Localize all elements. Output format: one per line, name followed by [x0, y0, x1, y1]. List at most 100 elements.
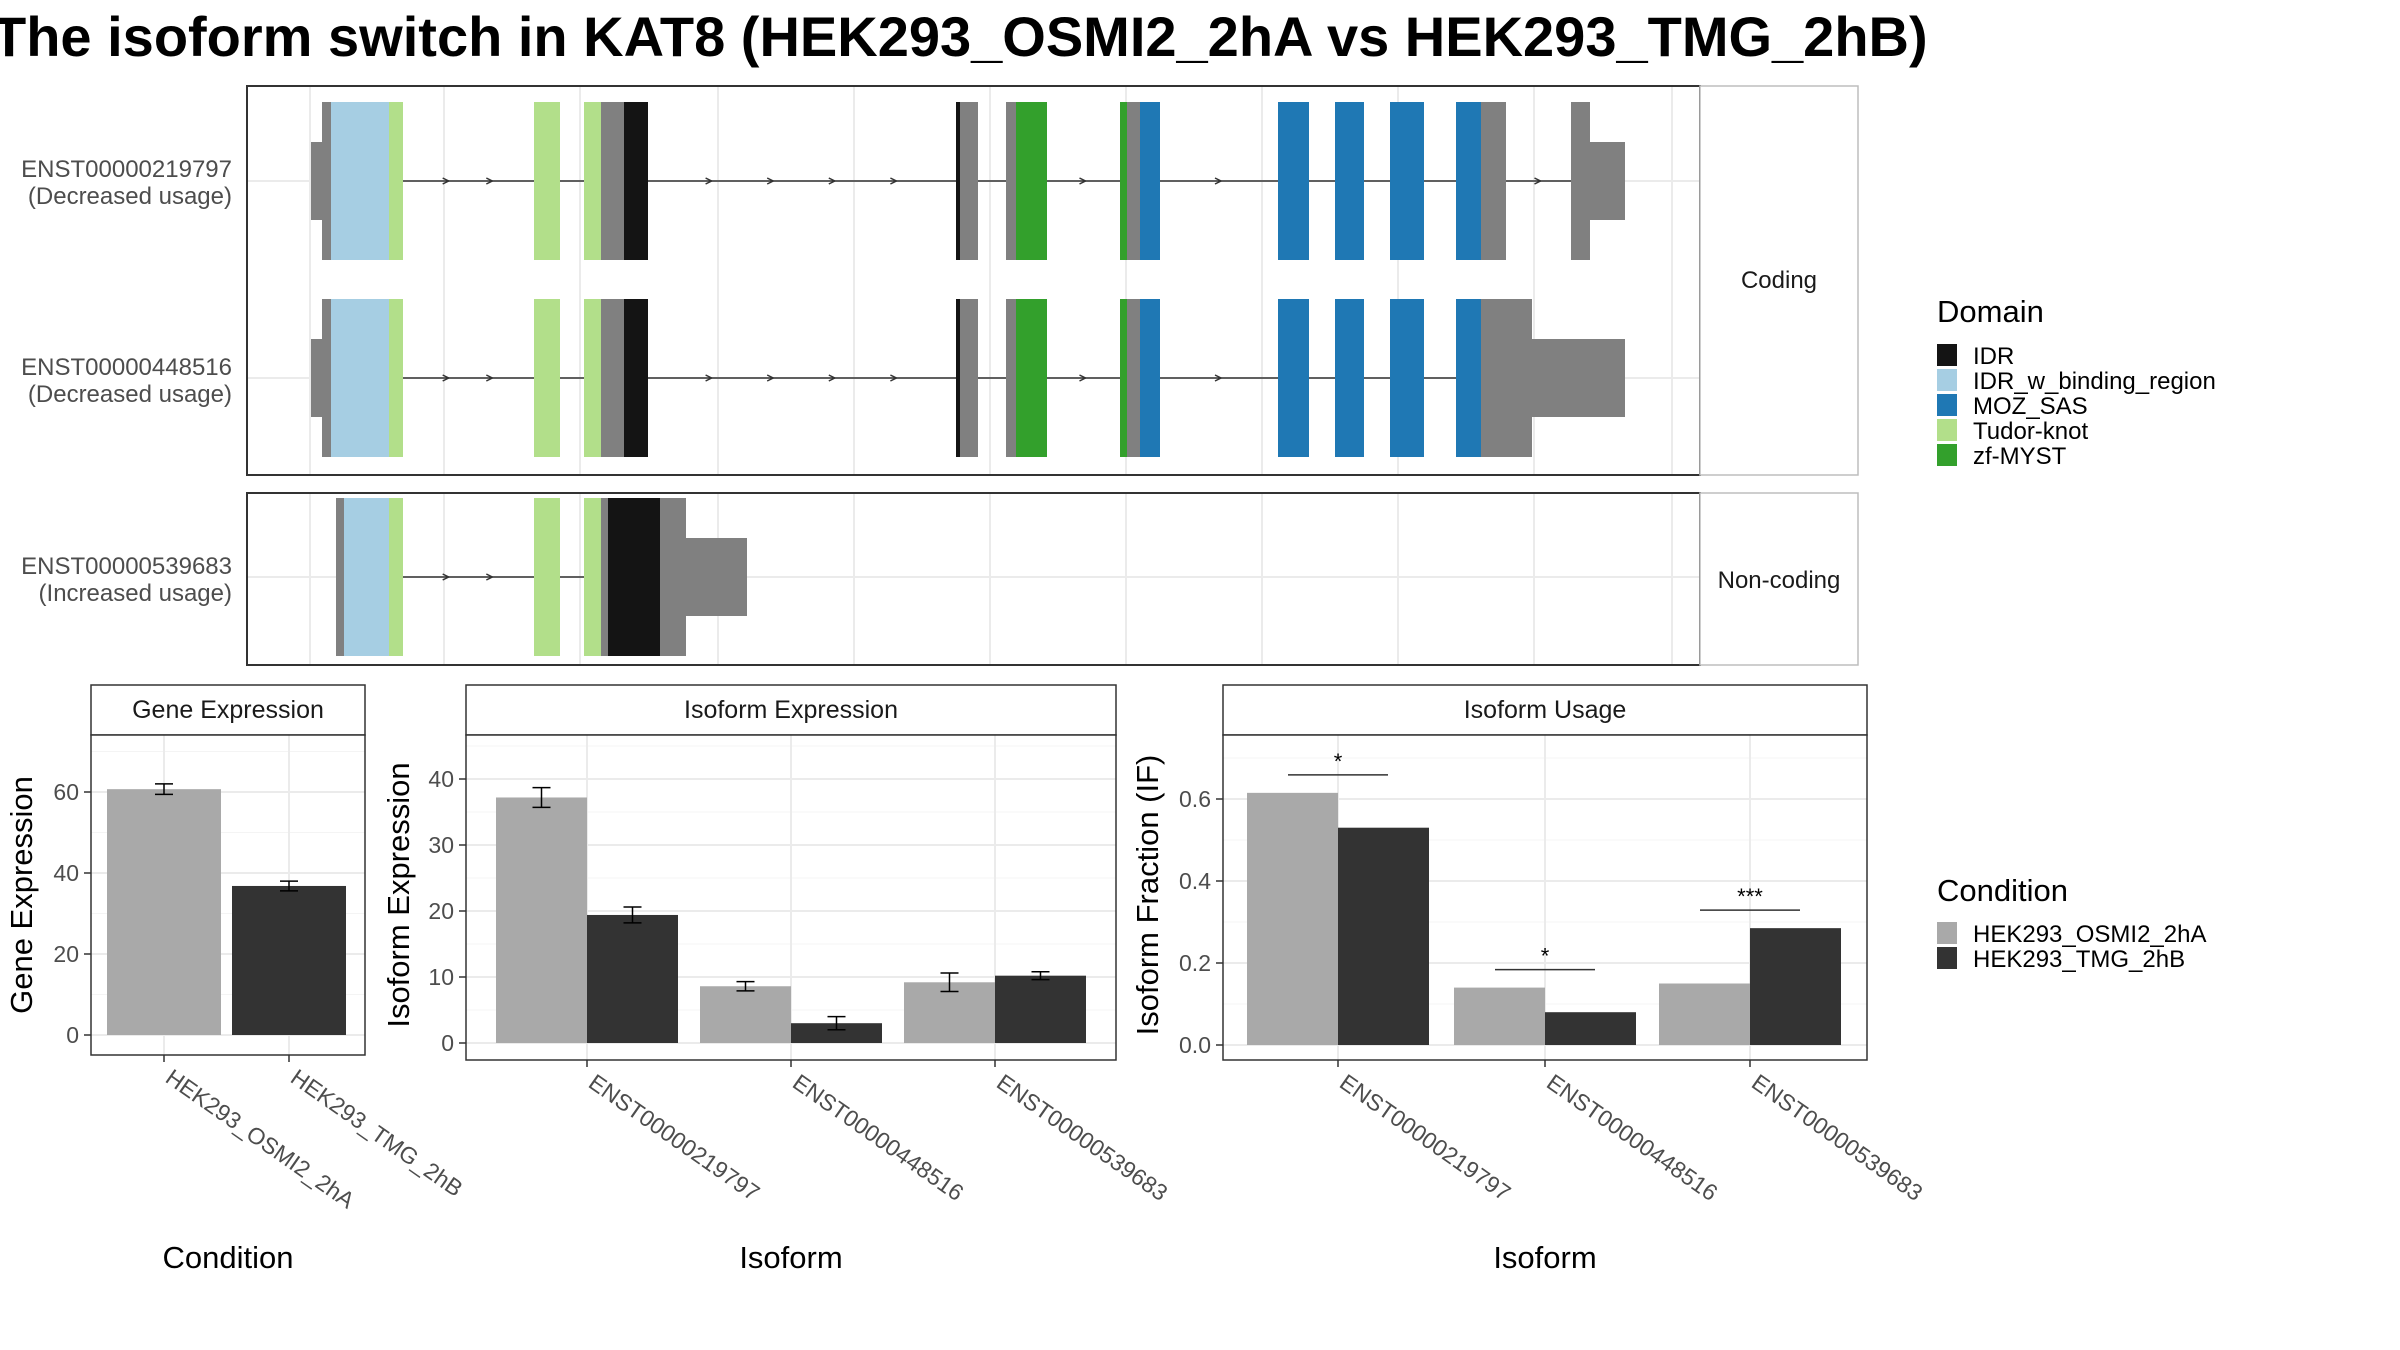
- domain-legend-title: Domain: [1937, 294, 2044, 329]
- bar-enst00000219797-s2: [587, 914, 678, 1043]
- transcript-label-2-usage: (Decreased usage): [28, 381, 232, 408]
- exon-region-t3: [336, 498, 344, 656]
- exon-tudor-knot-t1: [584, 102, 601, 260]
- legend-label-tudor-knot: Tudor-knot: [1973, 418, 2088, 445]
- exon-tudor-knot-t3: [584, 498, 601, 656]
- exon-idr-w-binding-region-t3: [344, 498, 389, 656]
- transcript-structure-panel: Coding Non-coding ENST00000219797 (Decre…: [21, 85, 1859, 666]
- exon-moz-sas-t2: [1278, 299, 1309, 457]
- bar-enst00000219797-s1: [496, 797, 587, 1043]
- exon-region-t2: [1006, 299, 1016, 457]
- exon-region-t1: [311, 142, 322, 220]
- figure-title: The isoform switch in KAT8 (HEK293_OSMI2…: [0, 5, 1928, 68]
- condition-legend: Condition HEK293_OSMI2_2hA HEK293_TMG_2h…: [1937, 873, 2206, 973]
- exon-region-t2: [960, 299, 978, 457]
- legend-label-moz-sas: MOZ_SAS: [1973, 393, 2088, 420]
- intron-arrow: [442, 177, 451, 185]
- exon-idr-w-binding-region-t2: [331, 299, 389, 457]
- x-tick-label: ENST00000219797: [584, 1069, 764, 1206]
- exon-idr-t1: [624, 102, 648, 260]
- bar-enst00000448516-s1: [700, 986, 791, 1043]
- isoform-expression-ylabel: Isoform Expression: [381, 762, 416, 1027]
- intron-arrow: [890, 177, 899, 185]
- intron-arrow: [890, 374, 899, 382]
- exon-moz-sas-t2: [1335, 299, 1364, 457]
- exon-moz-sas-t1: [1390, 102, 1424, 260]
- bar-enst00000448516-s1: [1454, 987, 1545, 1045]
- legend-label-zf-myst: zf-MYST: [1973, 443, 2067, 470]
- isoform-expression-panel: Isoform Expression 0 10 20 30 40 ENST00000219…: [381, 684, 1173, 1275]
- transcript-label-3-id: ENST00000539683: [21, 553, 232, 580]
- intron-arrow: [485, 177, 495, 185]
- legend-key-moz-sas: [1937, 394, 1957, 416]
- exon-moz-sas-t1: [1278, 102, 1309, 260]
- exon-region-t1: [1571, 102, 1590, 260]
- intron-arrow: [705, 177, 714, 185]
- y-tick-label: 60: [53, 779, 79, 805]
- bar-enst00000448516-s2: [791, 1023, 882, 1043]
- bar-hek293_tmg_2hb: [232, 885, 346, 1035]
- exon-region-t2: [322, 299, 331, 457]
- exon-region-t1: [601, 102, 624, 260]
- y-tick-label: 30: [428, 832, 454, 858]
- intron-arrow: [828, 177, 837, 185]
- intron-arrow: [1214, 177, 1223, 185]
- exon-region-t1: [1590, 142, 1625, 220]
- exon-zf-myst-t1: [1016, 102, 1047, 260]
- exon-tudor-knot-t2: [389, 299, 403, 457]
- legend-key-idr: [1937, 344, 1957, 366]
- exon-region-t3: [686, 538, 747, 616]
- y-tick-label: 0: [66, 1022, 79, 1048]
- intron-arrow: [485, 374, 495, 382]
- y-tick-label: 40: [428, 766, 454, 792]
- exon-idr-t2: [956, 299, 960, 457]
- exon-region-t2: [1532, 339, 1625, 417]
- gene-expression-bars: [107, 783, 346, 1035]
- significance-label: ***: [1737, 884, 1763, 909]
- transcript-tracks: [311, 102, 1625, 656]
- isoform-expression-xlabel: Isoform: [739, 1240, 842, 1275]
- isoform-usage-panel: Isoform Usage ***** 0.00.20.40.6ENST0000…: [1130, 684, 1928, 1275]
- intron-arrow: [1534, 177, 1543, 185]
- noncoding-panel-bg: [246, 492, 1701, 666]
- bar-hek293_osmi2_2ha: [107, 789, 221, 1035]
- exon-tudor-knot-t3: [534, 498, 560, 656]
- exon-tudor-knot-t3: [389, 498, 403, 656]
- legend-label-osmi2: HEK293_OSMI2_2hA: [1973, 921, 2206, 948]
- exon-region-t3: [601, 498, 608, 656]
- exon-region-t2: [1481, 299, 1532, 457]
- exon-moz-sas-t1: [1335, 102, 1364, 260]
- isoform-usage-title: Isoform Usage: [1464, 696, 1627, 724]
- transcript-label-2-id: ENST00000448516: [21, 354, 232, 381]
- intron-arrow: [442, 374, 451, 382]
- bar-enst00000219797-s2: [1338, 827, 1429, 1045]
- bar-enst00000539683-s2: [995, 975, 1086, 1043]
- bar-enst00000539683-s1: [904, 982, 995, 1043]
- isoform-usage-xlabel: Isoform: [1493, 1240, 1596, 1275]
- exon-zf-myst-t2: [1120, 299, 1127, 457]
- y-tick-label: 0.4: [1179, 868, 1211, 894]
- exon-moz-sas-t2: [1456, 299, 1481, 457]
- intron-arrow: [705, 374, 714, 382]
- intron-arrow: [828, 374, 837, 382]
- x-tick-label: ENST00000219797: [1335, 1069, 1515, 1206]
- gene-expression-title: Gene Expression: [132, 696, 324, 724]
- exon-region-t1: [1481, 102, 1506, 260]
- exon-tudor-knot-t1: [534, 102, 560, 260]
- legend-key-tmg: [1937, 947, 1957, 969]
- y-tick-label: 20: [53, 941, 79, 967]
- y-tick-label: 0.2: [1179, 950, 1211, 976]
- exon-tudor-knot-t2: [534, 299, 560, 457]
- isoform-usage-ylabel: Isoform Fraction (IF): [1130, 755, 1165, 1036]
- legend-label-idr-w-binding-region: IDR_w_binding_region: [1973, 368, 2216, 395]
- bar-enst00000448516-s2: [1545, 1012, 1636, 1045]
- legend-key-osmi2: [1937, 922, 1957, 944]
- exon-region-t2: [1127, 299, 1140, 457]
- exon-moz-sas-t2: [1390, 299, 1424, 457]
- exon-region-t2: [601, 299, 624, 457]
- transcript-label-1-usage: (Decreased usage): [28, 183, 232, 210]
- y-tick-label: 40: [53, 860, 79, 886]
- bar-enst00000219797-s1: [1247, 792, 1338, 1045]
- intron-arrow: [766, 374, 775, 382]
